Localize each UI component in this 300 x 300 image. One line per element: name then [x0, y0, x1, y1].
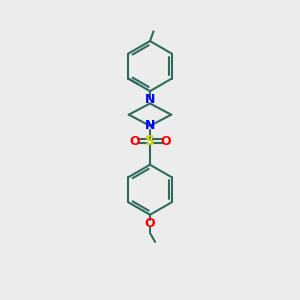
- Text: O: O: [160, 135, 171, 148]
- Text: N: N: [145, 93, 155, 106]
- Text: O: O: [145, 217, 155, 230]
- Text: N: N: [145, 119, 155, 132]
- Text: S: S: [145, 134, 155, 148]
- Text: O: O: [129, 135, 140, 148]
